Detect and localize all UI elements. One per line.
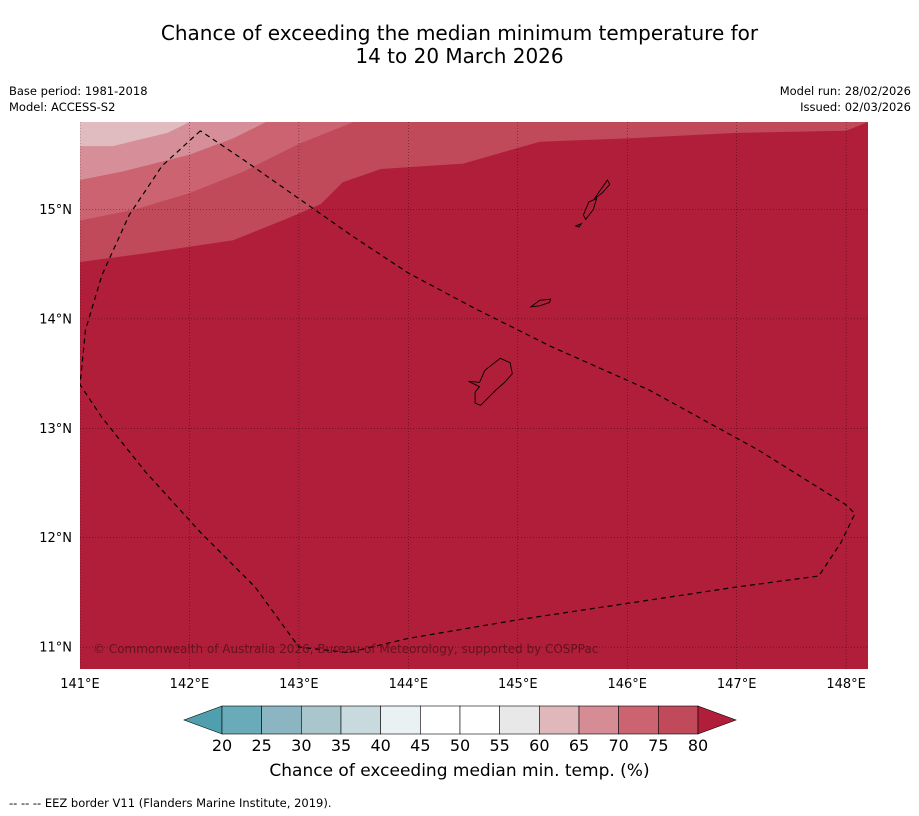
y-tick-label: 11°N [39,641,72,656]
colorbar-tick-label: 20 [212,736,232,755]
colorbar-tick-label: 60 [529,736,549,755]
x-tick-label: 146°E [607,677,647,692]
island-outline [468,357,513,406]
island-outline [529,298,552,308]
colorbar-cell [618,705,659,735]
chart-title: Chance of exceeding the median minimum t… [0,22,919,68]
colorbar-tick-label: 80 [688,736,708,755]
model-text: Model: ACCESS-S2 [9,100,116,114]
issued-text: Issued: 02/03/2026 [800,100,911,114]
colorbar-cell [420,705,461,735]
colorbar-tick-label: 55 [489,736,509,755]
y-axis-ticks: 15°N 14°N 13°N 12°N 11°N [39,203,72,656]
meta-right: Model run: 28/02/2026 Issued: 02/03/2026 [780,83,911,115]
colorbar-cell [459,705,500,735]
y-tick-label: 13°N [39,422,72,437]
colorbar-cell [221,705,262,735]
x-tick-label: 144°E [389,677,429,692]
copyright-text: © Commonwealth of Australia 2026, Bureau… [93,642,598,656]
x-tick-label: 142°E [170,677,210,692]
base-period-text: Base period: 1981-2018 [9,84,148,98]
y-tick-label: 15°N [39,203,72,218]
y-tick-label: 14°N [39,312,72,327]
x-tick-label: 147°E [717,677,757,692]
colorbar-tick-label: 75 [648,736,668,755]
colorbar-tick-label: 70 [608,736,628,755]
islands [468,179,611,406]
island-outline [594,179,611,199]
gridlines [80,122,868,669]
colorbar-cell [658,705,699,735]
colorbar-under-arrow [183,705,223,735]
x-tick-label: 143°E [279,677,319,692]
colorbar-cell [301,705,342,735]
colorbar-cell [499,705,540,735]
colorbar-cell [380,705,421,735]
contour-band-80-85 [80,122,190,147]
x-tick-label: 148°E [826,677,866,692]
colorbar-cell [261,705,302,735]
island-outline [574,222,583,228]
colorbar-cells [183,705,737,735]
title-line-2: 14 to 20 March 2026 [355,44,564,68]
contour-bands [80,122,868,262]
colorbar-cell [539,705,580,735]
eez-border [80,130,856,654]
colorbar-tick-label: 30 [291,736,311,755]
footnote: -- -- -- EEZ border V11 (Flanders Marine… [9,796,332,810]
map-figure: © Commonwealth of Australia 2026, Bureau… [39,122,868,692]
colorbar-ticks: 20 25 30 35 40 45 50 55 60 65 70 75 80 [212,736,708,755]
colorbar-tick-label: 65 [569,736,589,755]
colorbar-over-arrow [697,705,737,735]
x-axis-ticks: 141°E 142°E 143°E 144°E 145°E 146°E 147°E 148°E [60,677,866,692]
colorbar-tick-label: 40 [370,736,390,755]
y-tick-label: 12°N [39,531,72,546]
colorbar-label: Chance of exceeding median min. temp. (%… [269,761,650,781]
colorbar-tick-label: 35 [331,736,351,755]
colorbar-cell [340,705,381,735]
model-run-text: Model run: 28/02/2026 [779,84,911,98]
contour-band-65-70 [80,122,868,262]
colorbar-tick-label: 45 [410,736,430,755]
x-tick-label: 145°E [498,677,538,692]
title-line-1: Chance of exceeding the median minimum t… [160,21,759,45]
island-outline [582,197,598,221]
x-tick-label: 141°E [60,677,100,692]
colorbar-tick-label: 50 [450,736,470,755]
colorbar-tick-label: 25 [251,736,271,755]
meta-left: Base period: 1981-2018 Model: ACCESS-S2 [9,83,148,115]
colorbar-cell [578,705,619,735]
